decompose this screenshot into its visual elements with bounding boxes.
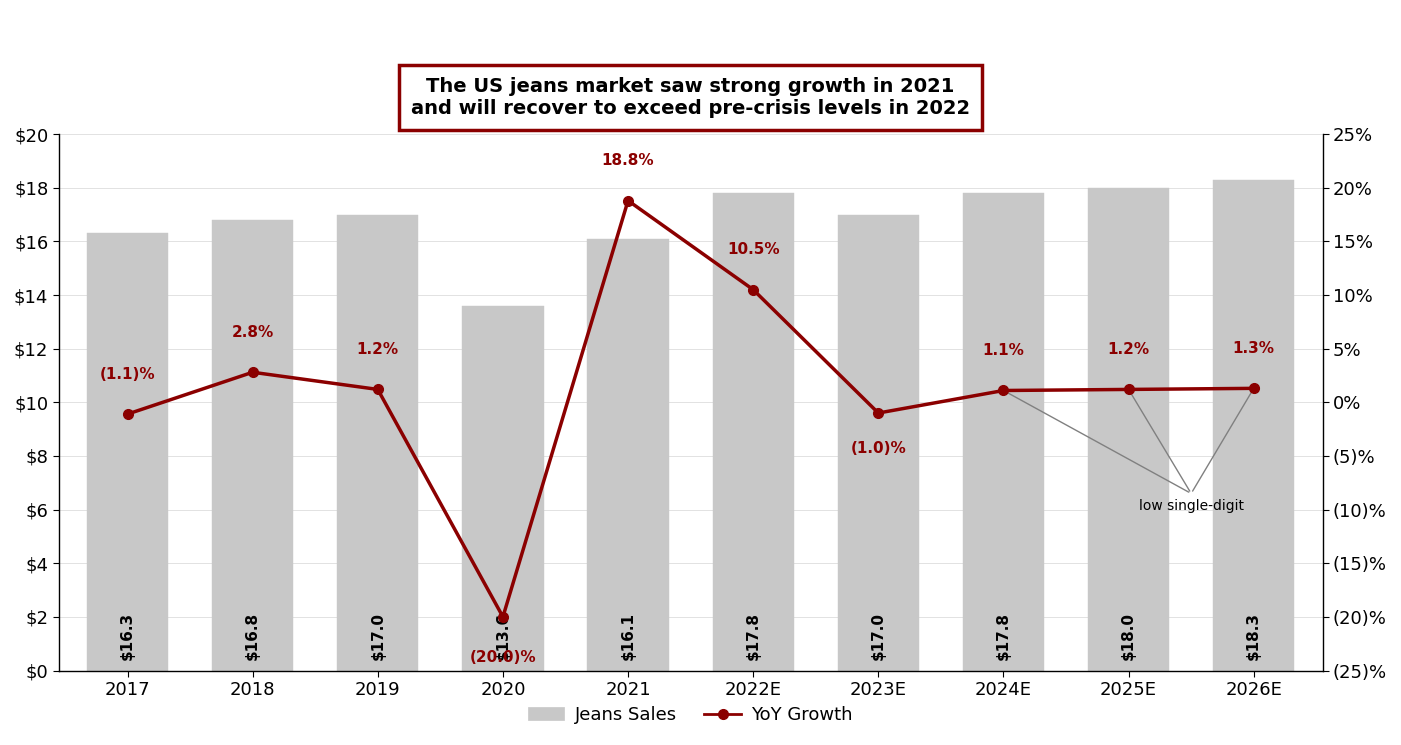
Bar — [87, 233, 168, 670]
Bar — [713, 193, 794, 670]
Text: $16.8: $16.8 — [245, 612, 261, 660]
Text: $16.1: $16.1 — [621, 612, 636, 660]
Text: The US jeans market saw strong growth in 2021
and will recover to exceed pre-cri: The US jeans market saw strong growth in… — [410, 77, 969, 118]
Legend: Jeans Sales, YoY Growth: Jeans Sales, YoY Growth — [521, 699, 860, 731]
Text: $17.8: $17.8 — [996, 612, 1012, 660]
Text: 1.1%: 1.1% — [982, 343, 1024, 358]
Bar — [338, 215, 419, 670]
Bar — [962, 193, 1044, 670]
Bar — [1213, 180, 1295, 670]
Text: $18.0: $18.0 — [1121, 612, 1136, 660]
Text: $17.0: $17.0 — [871, 612, 885, 660]
Bar — [838, 215, 919, 670]
Text: $16.3: $16.3 — [120, 612, 134, 660]
Text: 1.2%: 1.2% — [1108, 342, 1150, 358]
Text: 10.5%: 10.5% — [727, 242, 779, 258]
Text: 18.8%: 18.8% — [602, 153, 654, 168]
Text: 2.8%: 2.8% — [231, 325, 273, 340]
Text: (20.0)%: (20.0)% — [469, 650, 537, 665]
Bar — [587, 238, 668, 671]
Text: 1.3%: 1.3% — [1233, 341, 1275, 356]
Text: $13.6: $13.6 — [496, 612, 510, 660]
Text: $17.8: $17.8 — [745, 612, 761, 660]
Bar — [462, 305, 544, 670]
Text: (1.0)%: (1.0)% — [850, 441, 906, 456]
Text: (1.1)%: (1.1)% — [99, 367, 156, 382]
Text: low single-digit: low single-digit — [1139, 499, 1244, 513]
Text: 1.2%: 1.2% — [357, 342, 399, 358]
Bar — [1089, 188, 1170, 670]
Text: $18.3: $18.3 — [1247, 612, 1261, 660]
Bar — [212, 220, 293, 670]
Text: $17.0: $17.0 — [370, 612, 385, 660]
